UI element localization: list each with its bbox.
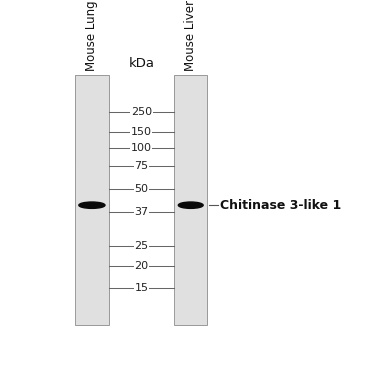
Ellipse shape xyxy=(178,202,203,208)
Bar xyxy=(174,175,207,188)
Bar xyxy=(174,75,207,88)
Bar xyxy=(174,163,207,175)
Bar xyxy=(75,200,109,213)
Bar xyxy=(174,238,207,250)
Bar xyxy=(75,150,109,163)
Bar xyxy=(75,75,109,325)
Text: 37: 37 xyxy=(134,207,148,217)
Bar xyxy=(174,200,207,213)
Bar xyxy=(75,250,109,262)
Text: Chitinase 3-like 1: Chitinase 3-like 1 xyxy=(220,199,341,212)
Bar xyxy=(75,100,109,113)
Bar xyxy=(174,213,207,225)
Bar xyxy=(174,275,207,288)
Bar xyxy=(75,213,109,225)
Text: 100: 100 xyxy=(131,143,152,153)
Text: 25: 25 xyxy=(134,241,148,250)
Bar xyxy=(75,113,109,125)
Bar xyxy=(75,75,109,88)
Text: kDa: kDa xyxy=(128,57,154,69)
Bar xyxy=(174,225,207,238)
Bar xyxy=(75,313,109,325)
Bar xyxy=(174,188,207,200)
Bar xyxy=(75,175,109,188)
Bar xyxy=(75,138,109,150)
Bar xyxy=(75,225,109,238)
Ellipse shape xyxy=(79,202,105,208)
Bar xyxy=(174,300,207,313)
Bar xyxy=(174,150,207,163)
Bar xyxy=(75,262,109,275)
Bar xyxy=(174,88,207,100)
Bar xyxy=(174,113,207,125)
Bar xyxy=(174,125,207,138)
Text: 75: 75 xyxy=(134,161,148,171)
Text: 15: 15 xyxy=(134,283,148,293)
Text: 150: 150 xyxy=(131,126,152,136)
Bar xyxy=(75,88,109,100)
Bar xyxy=(75,288,109,300)
Bar xyxy=(75,300,109,313)
Bar xyxy=(75,125,109,138)
Bar xyxy=(174,250,207,262)
Text: 50: 50 xyxy=(134,184,148,194)
Bar xyxy=(174,288,207,300)
Bar xyxy=(174,313,207,325)
Bar xyxy=(174,75,207,325)
Bar xyxy=(75,188,109,200)
Text: Mouse Liver: Mouse Liver xyxy=(184,0,197,71)
Bar xyxy=(75,275,109,288)
Text: 250: 250 xyxy=(131,106,152,117)
Bar xyxy=(75,163,109,175)
Bar xyxy=(174,262,207,275)
Text: 20: 20 xyxy=(134,261,148,272)
Bar xyxy=(174,100,207,113)
Bar xyxy=(75,238,109,250)
Text: Mouse Lung: Mouse Lung xyxy=(86,0,98,71)
Bar xyxy=(174,138,207,150)
